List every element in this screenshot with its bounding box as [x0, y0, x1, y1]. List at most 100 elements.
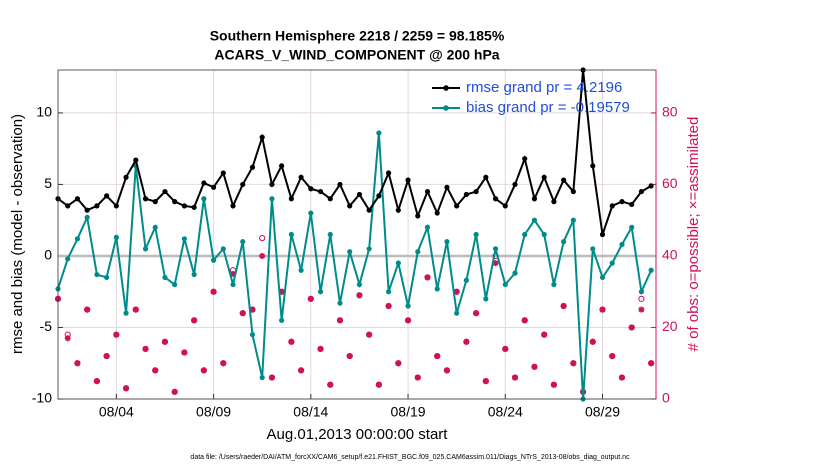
- possible-marker: [628, 324, 635, 331]
- point: [337, 300, 343, 306]
- possible-marker: [385, 302, 392, 310]
- point: [317, 188, 324, 195]
- point: [366, 207, 372, 213]
- assimilated-marker: [307, 295, 314, 302]
- point: [347, 203, 353, 209]
- point: [181, 236, 188, 242]
- assimilated-marker: [191, 317, 198, 324]
- possible-marker: [220, 360, 227, 367]
- possible-marker: [443, 367, 451, 374]
- assimilated-marker: [512, 374, 519, 381]
- point: [74, 196, 81, 202]
- point: [541, 231, 547, 238]
- point: [288, 196, 294, 202]
- point: [142, 246, 149, 252]
- possible-marker: [132, 306, 139, 313]
- possible-marker: [482, 378, 489, 385]
- assimilated-marker: [278, 288, 285, 295]
- y-tick-label: 5: [44, 175, 52, 191]
- point: [386, 170, 392, 176]
- assimilated-marker: [395, 360, 402, 367]
- y2-tick-label: 20: [662, 318, 678, 334]
- point: [220, 246, 226, 252]
- point: [279, 163, 285, 169]
- assimilated-marker: [74, 360, 81, 367]
- point: [590, 246, 596, 252]
- y-tick-label: 0: [44, 247, 52, 263]
- point: [570, 217, 576, 223]
- point: [269, 181, 275, 188]
- point: [142, 196, 149, 202]
- possible-marker: [297, 367, 305, 374]
- point: [269, 196, 275, 202]
- assimilated-marker: [132, 306, 139, 313]
- point: [172, 199, 178, 205]
- point: [522, 231, 528, 238]
- possible-marker: [366, 331, 373, 338]
- assimilated-marker: [589, 338, 596, 345]
- point: [629, 201, 635, 208]
- possible-marker: [161, 338, 169, 345]
- possible-marker: [521, 317, 528, 324]
- point: [386, 289, 392, 295]
- point: [356, 191, 363, 198]
- point: [84, 214, 90, 220]
- assimilated-marker: [453, 288, 460, 295]
- assimilated-marker: [113, 331, 120, 338]
- point: [502, 281, 508, 288]
- y-tick-label: -10: [32, 390, 52, 406]
- point: [133, 157, 139, 163]
- x-tick-label: 08/19: [391, 404, 426, 420]
- assimilated-marker: [414, 374, 421, 381]
- assimilated-marker: [356, 292, 363, 299]
- possible-marker: [181, 349, 188, 356]
- point: [288, 231, 294, 238]
- assimilated-marker: [346, 353, 353, 360]
- possible-marker: [618, 374, 626, 381]
- possible-marker: [288, 338, 295, 345]
- x-tick-label: 08/09: [196, 404, 231, 420]
- point: [123, 174, 129, 180]
- x-axis-label: Aug.01,2013 00:00:00 start: [267, 426, 449, 443]
- series-line: [57, 132, 653, 400]
- point: [522, 156, 528, 162]
- point: [104, 274, 110, 281]
- possible-marker: [541, 331, 548, 338]
- point: [152, 224, 158, 230]
- possible-marker: [609, 352, 616, 360]
- x-tick-label: 08/04: [99, 404, 134, 420]
- possible-marker: [74, 360, 81, 367]
- assimilated-marker: [181, 349, 188, 356]
- point: [405, 177, 411, 183]
- legend-marker: [443, 85, 449, 91]
- point: [648, 267, 654, 273]
- point: [454, 310, 460, 316]
- point: [249, 164, 256, 170]
- point: [308, 210, 314, 216]
- assimilated-marker: [366, 331, 373, 338]
- point: [259, 134, 265, 140]
- point: [454, 203, 460, 209]
- point: [240, 239, 246, 245]
- point: [512, 270, 518, 276]
- assimilated-marker: [424, 274, 431, 281]
- possible-marker: [560, 302, 567, 310]
- point: [541, 174, 547, 180]
- possible-marker: [210, 288, 217, 295]
- point: [599, 274, 606, 281]
- assimilated-marker: [648, 360, 655, 367]
- possible-marker: [327, 381, 334, 388]
- possible-marker: [550, 381, 558, 388]
- x-tick-label: 08/14: [293, 404, 328, 420]
- point: [162, 188, 168, 195]
- chart-subtitle: ACARS_V_WIND_COMPONENT @ 200 hPa: [214, 47, 499, 63]
- possible-marker: [336, 317, 344, 324]
- point: [376, 193, 382, 199]
- y2-tick-label: 60: [662, 175, 678, 191]
- y-axis-label: rmse and bias (model - observation): [9, 114, 26, 354]
- point: [463, 277, 469, 283]
- possible-marker: [152, 367, 159, 374]
- possible-marker: [307, 295, 314, 302]
- y2-axis-label: # of obs: o=possible; ×=assimilated: [685, 117, 702, 352]
- point: [249, 332, 256, 338]
